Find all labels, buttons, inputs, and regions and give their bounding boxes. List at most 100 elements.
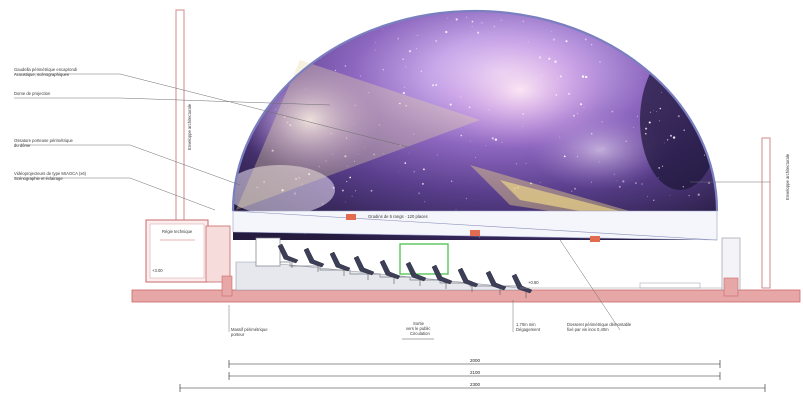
star — [713, 17, 715, 19]
star — [344, 65, 347, 67]
bottom-exit-line2: vers le public — [406, 326, 430, 331]
star — [357, 153, 359, 155]
star — [683, 129, 686, 132]
seat — [485, 270, 507, 295]
star — [581, 75, 585, 78]
envelope-label-right: Enveloppe architecturale — [785, 153, 790, 200]
star — [341, 189, 344, 192]
dimension-2300: 2300 — [470, 382, 481, 387]
star — [541, 74, 543, 76]
star — [468, 106, 471, 108]
star — [540, 182, 542, 183]
star — [416, 34, 419, 37]
star — [618, 185, 621, 188]
star — [248, 126, 250, 128]
star — [455, 18, 458, 21]
star — [344, 201, 346, 203]
star — [368, 92, 370, 94]
star — [318, 25, 321, 28]
star — [522, 20, 525, 23]
star — [403, 86, 405, 88]
star — [421, 182, 424, 185]
star — [344, 155, 347, 158]
star — [574, 187, 577, 190]
star — [289, 124, 292, 127]
star — [475, 156, 477, 158]
star — [354, 160, 355, 162]
star — [654, 52, 655, 53]
star — [548, 16, 550, 18]
star — [681, 21, 684, 24]
projection-beam-left — [236, 60, 480, 210]
star — [305, 126, 307, 128]
annotation-structure-line2: du dôme — [14, 143, 31, 148]
star — [445, 30, 448, 34]
bottom-clearance-line2: Dégagement — [516, 327, 541, 332]
star — [402, 91, 406, 95]
bottom-panel-line2: fixé par vis inox 0,40m — [567, 327, 609, 332]
star — [383, 153, 385, 154]
star — [408, 152, 410, 154]
seat-rows-label: Gradins de 5 rangs · 120 places — [368, 214, 428, 219]
star — [634, 55, 636, 57]
star — [616, 180, 618, 181]
star — [455, 209, 457, 211]
star — [413, 133, 415, 135]
star — [501, 142, 503, 144]
star — [583, 107, 585, 109]
star — [271, 149, 274, 152]
star — [275, 108, 276, 110]
star — [402, 58, 404, 60]
star — [375, 42, 377, 44]
star — [641, 183, 644, 185]
star — [405, 66, 407, 68]
star — [559, 75, 562, 78]
left-annotations: Gaudella périmétrique encaprondi Acousti… — [14, 67, 87, 181]
star — [471, 26, 473, 28]
star — [291, 57, 293, 59]
star — [397, 171, 399, 173]
star — [692, 87, 695, 89]
star — [622, 180, 625, 183]
star — [494, 138, 498, 141]
star — [669, 194, 671, 196]
star — [636, 115, 639, 118]
star — [378, 124, 380, 126]
star — [283, 116, 286, 118]
star — [548, 57, 551, 60]
star — [370, 14, 372, 16]
star — [413, 171, 415, 173]
star — [599, 61, 601, 63]
star — [687, 34, 689, 36]
star — [653, 110, 655, 111]
highlight-seat-box — [399, 243, 449, 275]
star — [688, 194, 690, 197]
star — [418, 193, 420, 195]
star — [658, 177, 659, 178]
star — [415, 47, 418, 50]
star — [477, 31, 480, 34]
annotation-projectors-line1: Vidéoprojecteurs de type MIAOCA (x6) — [14, 171, 87, 176]
star — [686, 48, 688, 50]
star — [488, 109, 489, 111]
star — [437, 154, 439, 156]
star — [515, 162, 518, 165]
star — [697, 16, 700, 18]
star — [382, 68, 385, 71]
star — [614, 17, 617, 20]
star — [424, 201, 426, 203]
star — [435, 84, 438, 86]
star — [468, 117, 470, 119]
star — [559, 136, 561, 138]
star — [268, 64, 270, 66]
star — [500, 19, 502, 21]
star — [465, 198, 467, 200]
star — [334, 69, 337, 72]
right-height-label: +0.80 — [528, 280, 539, 285]
star — [281, 189, 284, 192]
left-room-label: Régie technique — [162, 229, 193, 234]
star — [449, 103, 452, 106]
star — [659, 107, 662, 110]
